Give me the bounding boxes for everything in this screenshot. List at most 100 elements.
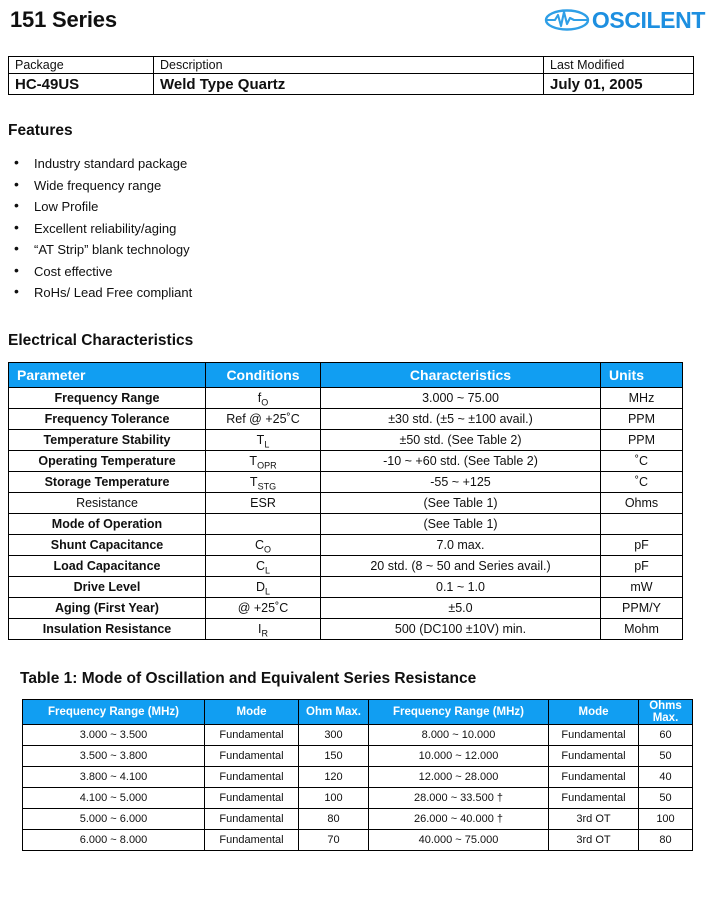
- column-header-parameter: Parameter: [8, 361, 206, 388]
- ohm-max-left-cell: 120: [298, 765, 369, 788]
- units-cell: PPM: [600, 428, 683, 451]
- conditions-cell: TL: [205, 428, 321, 451]
- freq-range-left-cell: 6.000 ~ 8.000: [22, 828, 205, 851]
- freq-range-right-cell: 26.000 ~ 40.000 †: [368, 807, 549, 830]
- column-header-ohms-max-right: Ohms Max.: [638, 698, 693, 725]
- freq-range-right-cell: 8.000 ~ 10.000: [368, 723, 549, 746]
- column-header-freq-range-left: Frequency Range (MHz): [22, 698, 205, 725]
- parameter-cell: Mode of Operation: [8, 512, 206, 535]
- conditions-cell: Ref @ +25˚C: [205, 407, 321, 430]
- mode-left-cell: Fundamental: [204, 744, 299, 767]
- conditions-cell: ESR: [205, 491, 321, 514]
- column-header-conditions: Conditions: [205, 361, 321, 388]
- ohm-max-left-cell: 80: [298, 807, 369, 830]
- table-row: Package Description Last Modified: [8, 56, 694, 74]
- conditions-cell: @ +25˚C: [205, 596, 321, 619]
- table-row: Insulation Resistance IR 500 (DC100 ±10V) …: [8, 617, 683, 640]
- units-cell: Mohm: [600, 617, 683, 640]
- ohms-max-right-cell: 60: [638, 723, 693, 746]
- feature-item: RoHs/ Lead Free compliant: [14, 281, 719, 304]
- package-summary-table: Package Description Last Modified HC-49U…: [8, 56, 694, 95]
- characteristics-cell: (See Table 1): [320, 512, 601, 535]
- conditions-cell: IR: [205, 617, 321, 640]
- mode-left-cell: Fundamental: [204, 765, 299, 788]
- ohms-max-right-cell: 100: [638, 807, 693, 830]
- parameter-cell: Resistance: [8, 491, 206, 514]
- freq-range-left-cell: 5.000 ~ 6.000: [22, 807, 205, 830]
- parameter-cell: Storage Temperature: [8, 470, 206, 493]
- characteristics-cell: ±5.0: [320, 596, 601, 619]
- feature-item: Excellent reliability/aging: [14, 217, 719, 240]
- description-value-cell: Weld Type Quartz: [153, 73, 544, 95]
- table-row: 3.500 ~ 3.800 Fundamental 150 10.000 ~ 12.0…: [22, 744, 693, 767]
- mode-right-cell: Fundamental: [548, 723, 639, 746]
- column-header-mode-left: Mode: [204, 698, 299, 725]
- units-cell: PPM/Y: [600, 596, 683, 619]
- column-header-mode-right: Mode: [548, 698, 639, 725]
- table-row: 3.800 ~ 4.100 Fundamental 120 12.000 ~ 28.0…: [22, 765, 693, 788]
- units-cell: pF: [600, 554, 683, 577]
- conditions-cell: DL: [205, 575, 321, 598]
- freq-range-right-cell: 28.000 ~ 33.500 †: [368, 786, 549, 809]
- parameter-cell: Operating Temperature: [8, 449, 206, 472]
- table-row: 3.000 ~ 3.500 Fundamental 300 8.000 ~ 10.00…: [22, 723, 693, 746]
- column-header-characteristics: Characteristics: [320, 361, 601, 388]
- document-header: 151 Series OSCILENT: [0, 0, 719, 48]
- conditions-cell: fO: [205, 386, 321, 409]
- mode-right-cell: Fundamental: [548, 744, 639, 767]
- table1-mode-esr-table: Frequency Range (MHz) Mode Ohm Max. Freq…: [22, 698, 693, 851]
- ohms-max-right-cell: 40: [638, 765, 693, 788]
- parameter-cell: Shunt Capacitance: [8, 533, 206, 556]
- table-row: HC-49US Weld Type Quartz July 01, 2005: [8, 73, 694, 95]
- mode-left-cell: Fundamental: [204, 828, 299, 851]
- parameter-cell: Drive Level: [8, 575, 206, 598]
- package-value-cell: HC-49US: [8, 73, 154, 95]
- mode-right-cell: Fundamental: [548, 765, 639, 788]
- parameter-cell: Temperature Stability: [8, 428, 206, 451]
- characteristics-cell: -10 ~ +60 std. (See Table 2): [320, 449, 601, 472]
- logo-wordmark: OSCILENT: [591, 6, 705, 33]
- feature-item: Wide frequency range: [14, 174, 719, 197]
- column-header-ohm-max-left: Ohm Max.: [298, 698, 369, 725]
- table-row: Storage Temperature TSTG -55 ~ +125 ˚C: [8, 470, 683, 493]
- parameter-cell: Aging (First Year): [8, 596, 206, 619]
- units-cell: ˚C: [600, 470, 683, 493]
- table-row: 5.000 ~ 6.000 Fundamental 80 26.000 ~ 40.00…: [22, 807, 693, 830]
- last-modified-value-cell: July 01, 2005: [543, 73, 694, 95]
- parameter-cell: Frequency Range: [8, 386, 206, 409]
- table-header-row: Parameter Conditions Characteristics Uni…: [8, 361, 683, 388]
- mode-right-cell: 3rd OT: [548, 807, 639, 830]
- characteristics-cell: 500 (DC100 ±10V) min.: [320, 617, 601, 640]
- units-cell: pF: [600, 533, 683, 556]
- oscilloscope-wave-ellipse-icon: [544, 9, 590, 31]
- units-cell: PPM: [600, 407, 683, 430]
- freq-range-left-cell: 3.800 ~ 4.100: [22, 765, 205, 788]
- feature-item: Industry standard package: [14, 152, 719, 175]
- mode-right-cell: 3rd OT: [548, 828, 639, 851]
- mode-left-cell: Fundamental: [204, 723, 299, 746]
- table-row: Temperature Stability TL ±50 std. (See Tab…: [8, 428, 683, 451]
- electrical-characteristics-heading: Electrical Characteristics: [8, 331, 194, 349]
- characteristics-cell: ±50 std. (See Table 2): [320, 428, 601, 451]
- freq-range-left-cell: 3.500 ~ 3.800: [22, 744, 205, 767]
- table-header-row: Frequency Range (MHz) Mode Ohm Max. Freq…: [22, 698, 693, 725]
- package-header-cell: Package: [8, 56, 154, 74]
- ohm-max-left-cell: 150: [298, 744, 369, 767]
- table-row: Frequency Range fO 3.000 ~ 75.00 MHz: [8, 386, 683, 409]
- freq-range-left-cell: 4.100 ~ 5.000: [22, 786, 205, 809]
- units-cell: [600, 512, 683, 535]
- conditions-cell: TSTG: [205, 470, 321, 493]
- conditions-cell: [205, 512, 321, 535]
- electrical-characteristics-table: Parameter Conditions Characteristics Uni…: [8, 361, 683, 640]
- table-row: Drive Level DL 0.1 ~ 1.0 mW: [8, 575, 683, 598]
- features-list: Industry standard packageWide frequency …: [0, 152, 719, 304]
- table-row: 6.000 ~ 8.000 Fundamental 70 40.000 ~ 75.00…: [22, 828, 693, 851]
- column-header-units: Units: [600, 361, 683, 388]
- freq-range-right-cell: 10.000 ~ 12.000: [368, 744, 549, 767]
- conditions-cell: CL: [205, 554, 321, 577]
- parameter-cell: Load Capacitance: [8, 554, 206, 577]
- ohms-max-right-cell: 50: [638, 744, 693, 767]
- ohm-max-left-cell: 70: [298, 828, 369, 851]
- units-cell: MHz: [600, 386, 683, 409]
- characteristics-cell: 20 std. (8 ~ 50 and Series avail.): [320, 554, 601, 577]
